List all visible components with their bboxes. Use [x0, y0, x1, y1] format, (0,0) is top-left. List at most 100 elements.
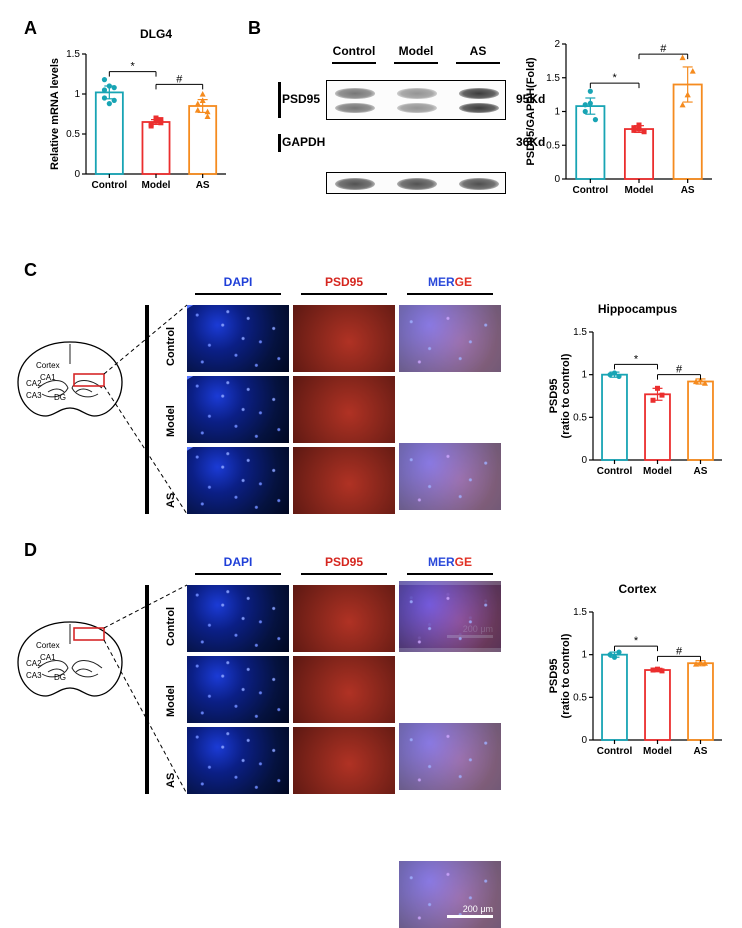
img-row-label: AS [165, 493, 177, 508]
img-col-label: PSD95 [293, 555, 395, 569]
svg-text:PSD95/GAPDH(Fold): PSD95/GAPDH(Fold) [525, 57, 537, 166]
svg-text:1: 1 [581, 370, 587, 381]
img-row-label: AS [165, 773, 177, 788]
svg-text:CA3: CA3 [26, 391, 42, 400]
microscopy-image [399, 723, 501, 790]
svg-text:1.5: 1.5 [573, 327, 587, 338]
svg-text:CA3: CA3 [26, 671, 42, 680]
panel-c-chart: 0 0.5 1 1.5 PSD95(ratio to control) Control Mo… [545, 300, 730, 490]
svg-text:#: # [676, 364, 683, 376]
microscopy-image [293, 376, 395, 443]
svg-text:*: * [131, 61, 136, 73]
svg-text:AS: AS [694, 466, 708, 477]
svg-text:0.5: 0.5 [573, 412, 587, 423]
img-row-label: Control [165, 327, 177, 366]
svg-text:1.5: 1.5 [573, 607, 587, 618]
panel-c-brain: Cortex CA1CA2 CA3 DG [10, 330, 130, 430]
svg-text:Control: Control [597, 466, 633, 477]
svg-text:CA1: CA1 [40, 653, 56, 662]
panel-b-chart: 0 0.5 1 1.5 2 PSD95/GAPDH(Fold) Control Model AS… [520, 24, 720, 209]
panel-d-images: DAPIPSD95MERGEControlModelAS200 μm [145, 555, 525, 800]
img-col-label: PSD95 [293, 275, 395, 289]
panel-c-images: DAPIPSD95MERGEControlModelAS200 μm [145, 275, 525, 520]
microscopy-image [293, 305, 395, 372]
svg-text:Model: Model [625, 185, 654, 196]
svg-text:0: 0 [581, 735, 587, 746]
microscopy-image [399, 305, 501, 372]
svg-text:DG: DG [54, 673, 66, 682]
svg-text:CA2: CA2 [26, 379, 42, 388]
svg-text:Model: Model [643, 466, 672, 477]
microscopy-image [187, 656, 289, 723]
img-row-label: Control [165, 607, 177, 646]
svg-text:Cortex: Cortex [36, 641, 60, 650]
microscopy-image [293, 727, 395, 794]
svg-text:#: # [176, 73, 183, 85]
microscopy-image: 200 μm [399, 861, 501, 928]
svg-text:1.5: 1.5 [546, 73, 560, 84]
panel-d-brain: Cortex CA1CA2 CA3 DG [10, 610, 130, 710]
wb-group-label: AS [450, 44, 506, 58]
panel-c-region-title: Hippocampus [545, 302, 730, 316]
panel-d-region-title: Cortex [545, 582, 730, 596]
svg-text:Control: Control [597, 746, 633, 757]
svg-text:0: 0 [74, 169, 80, 180]
svg-text:Control: Control [92, 180, 128, 191]
svg-text:*: * [634, 353, 639, 365]
svg-text:CA1: CA1 [40, 373, 56, 382]
svg-text:0.5: 0.5 [66, 129, 80, 140]
svg-text:0.5: 0.5 [546, 140, 560, 151]
microscopy-image [187, 447, 289, 514]
svg-text:(ratio to control): (ratio to control) [560, 633, 572, 718]
svg-text:(ratio to control): (ratio to control) [560, 353, 572, 438]
svg-text:Control: Control [573, 185, 609, 196]
svg-text:AS: AS [196, 180, 210, 191]
svg-text:1.5: 1.5 [66, 49, 80, 60]
svg-text:#: # [676, 645, 683, 657]
microscopy-image [399, 585, 501, 652]
panel-b-blot: ControlModelASPSD9595KdGAPDH36Kd [270, 44, 500, 204]
panel-d-label: D [24, 540, 37, 561]
svg-text:PSD95: PSD95 [548, 379, 560, 414]
panel-a-label: A [24, 18, 37, 39]
microscopy-image [187, 305, 289, 372]
img-col-label: MERGE [399, 555, 501, 569]
svg-text:DG: DG [54, 393, 66, 402]
svg-text:1: 1 [74, 89, 80, 100]
svg-text:0.5: 0.5 [573, 692, 587, 703]
svg-text:1: 1 [581, 650, 587, 661]
svg-text:AS: AS [681, 185, 695, 196]
svg-text:PSD95: PSD95 [548, 659, 560, 694]
microscopy-image [399, 443, 501, 510]
svg-text:Model: Model [142, 180, 171, 191]
img-col-label: DAPI [187, 555, 289, 569]
svg-text:0: 0 [554, 174, 560, 185]
svg-text:Model: Model [643, 746, 672, 757]
svg-text:1: 1 [554, 107, 560, 118]
svg-text:0: 0 [581, 455, 587, 466]
microscopy-image [187, 727, 289, 794]
svg-text:2: 2 [554, 39, 560, 50]
panel-c-label: C [24, 260, 37, 281]
panel-d-chart: 0 0.5 1 1.5 PSD95(ratio to control) Control Mo… [545, 580, 730, 770]
svg-text:*: * [634, 635, 639, 647]
svg-text:DLG4: DLG4 [140, 27, 172, 41]
microscopy-image [293, 585, 395, 652]
microscopy-image [293, 656, 395, 723]
microscopy-image [187, 585, 289, 652]
microscopy-image [293, 447, 395, 514]
svg-text:CA2: CA2 [26, 659, 42, 668]
svg-text:Relative mRNA levels: Relative mRNA levels [49, 58, 61, 170]
microscopy-image [187, 376, 289, 443]
wb-group-label: Control [326, 44, 382, 58]
svg-text:AS: AS [694, 746, 708, 757]
panel-b-label: B [248, 18, 261, 39]
img-col-label: DAPI [187, 275, 289, 289]
img-row-label: Model [165, 405, 177, 437]
panel-a-chart: DLG4 0 0.5 1 1.5 Relative mRNA levels Control M… [44, 24, 234, 204]
svg-text:*: * [613, 72, 618, 84]
wb-group-label: Model [388, 44, 444, 58]
img-col-label: MERGE [399, 275, 501, 289]
svg-text:Cortex: Cortex [36, 361, 60, 370]
img-row-label: Model [165, 685, 177, 717]
